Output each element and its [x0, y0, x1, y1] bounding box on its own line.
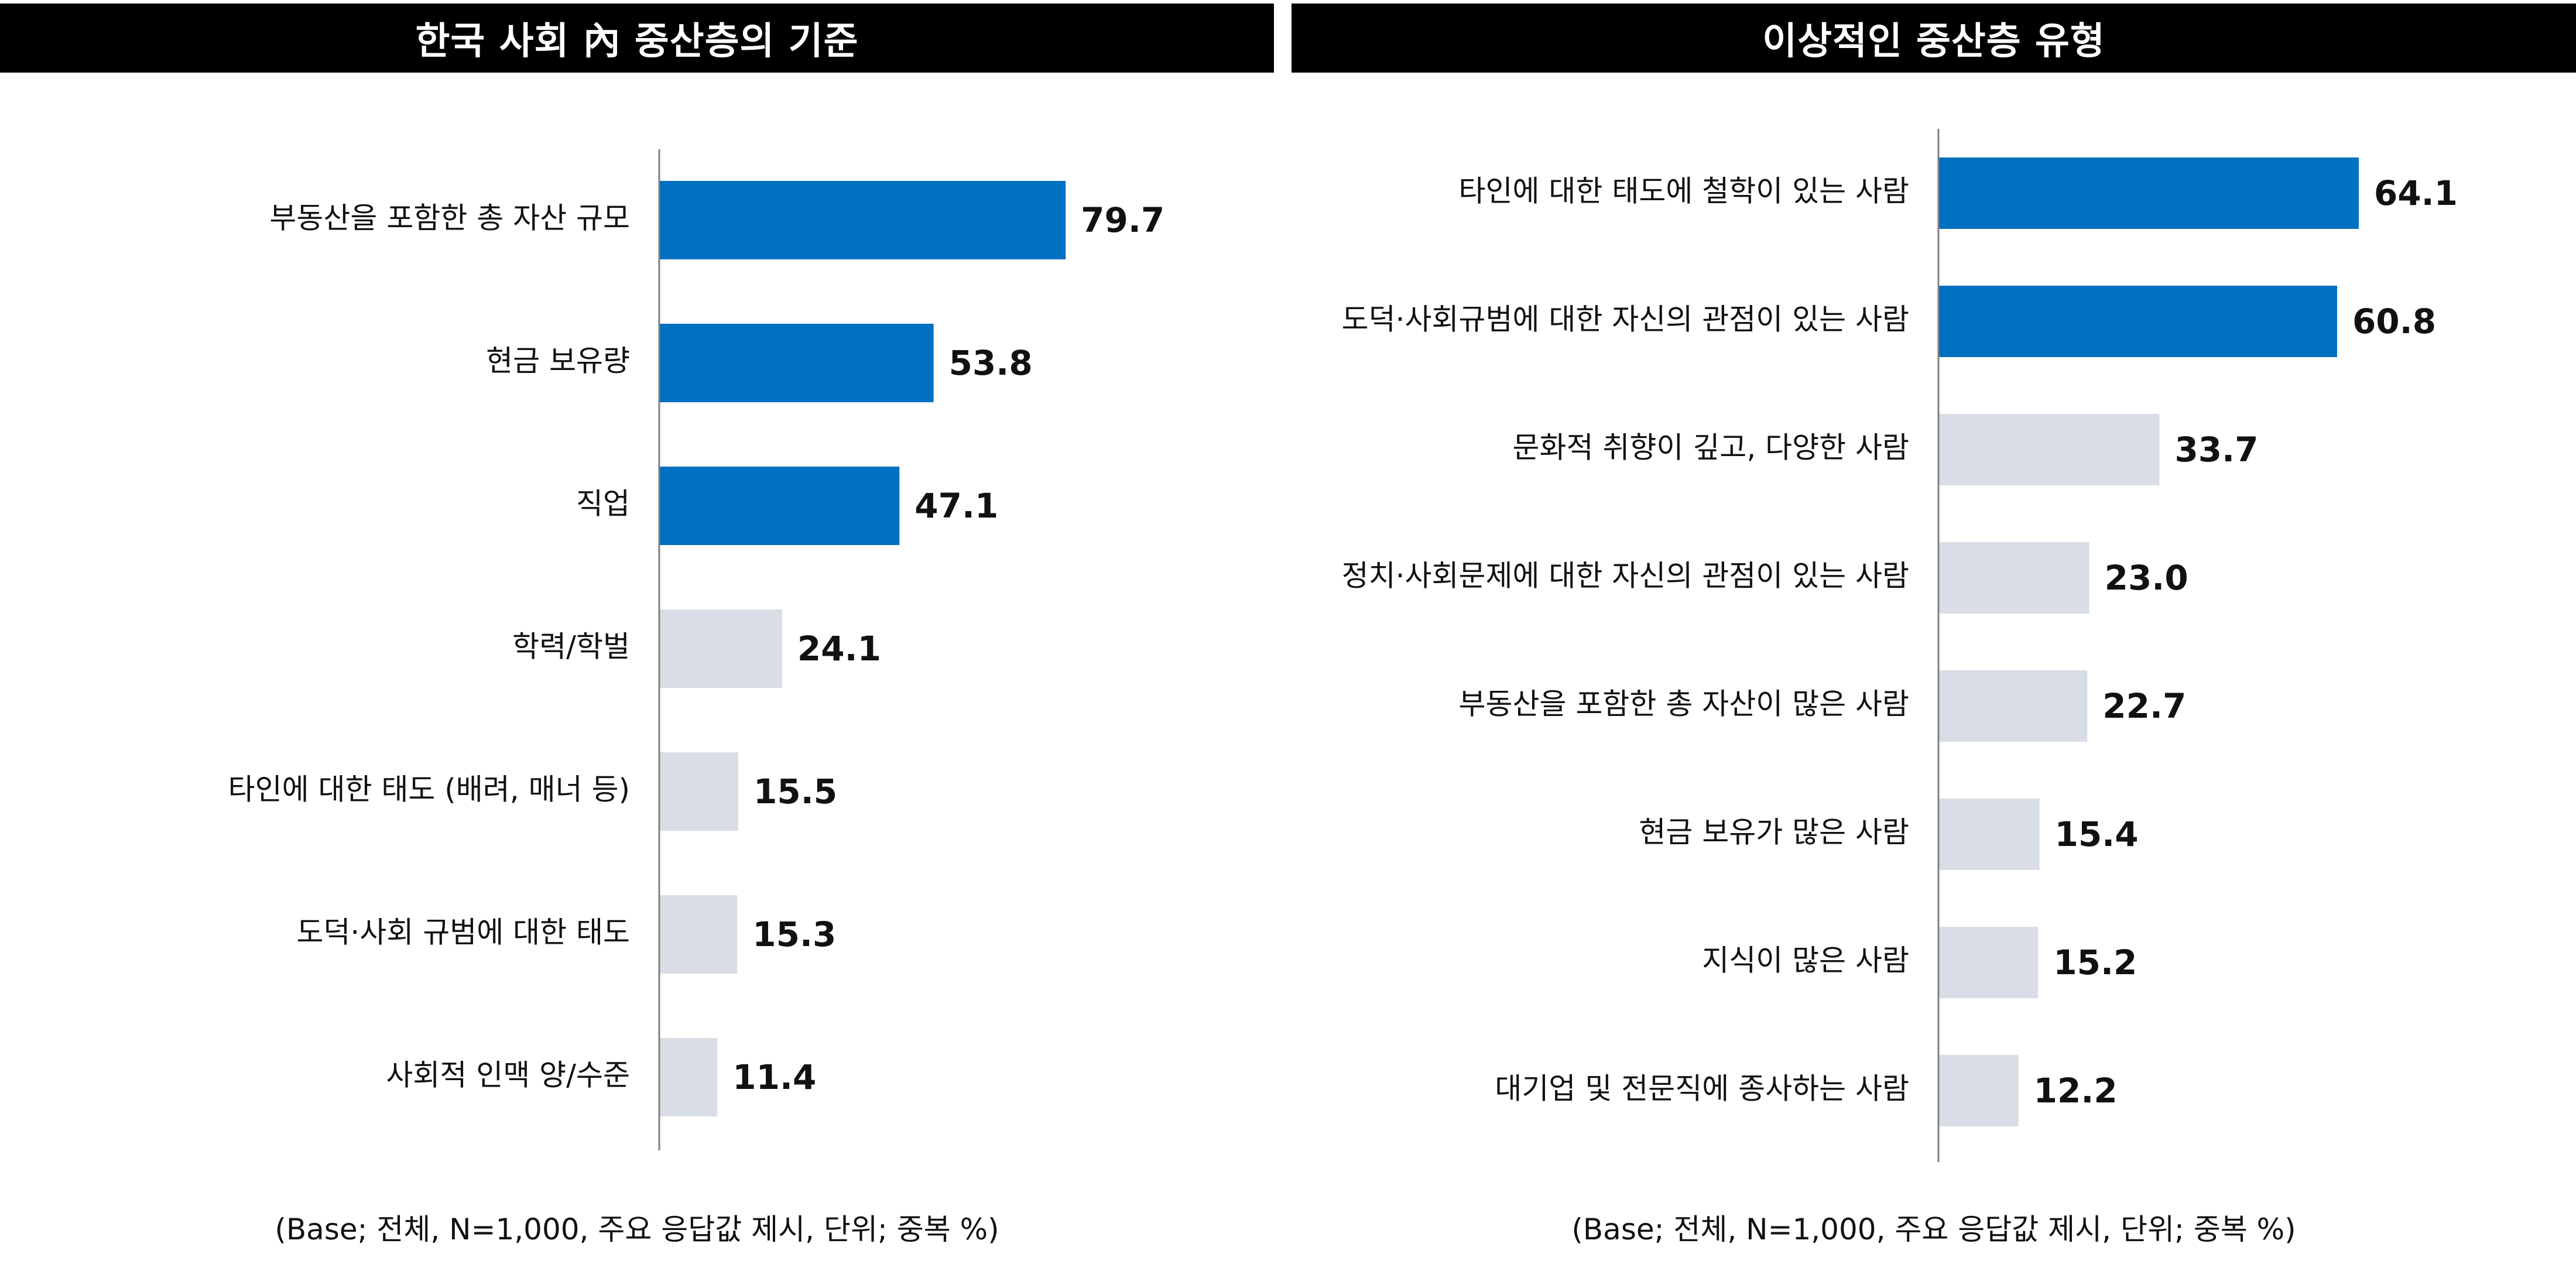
right-bar — [1938, 542, 2089, 614]
left-bar — [659, 324, 934, 402]
left-bar — [659, 895, 738, 974]
left-bar — [659, 1038, 718, 1116]
left-category-label: 부동산을 포함한 총 자산 규모 — [269, 201, 630, 235]
left-value-label: 47.1 — [914, 486, 998, 526]
right-panel-header: 이상적인 중산층 유형 — [1292, 4, 2576, 73]
left-panel: 한국 사회 內 중산층의 기준 부동산을 포함한 총 자산 규모 79.7 현금 보… — [0, 0, 1274, 1271]
right-category-label: 정치·사회문제에 대한 자신의 관점이 있는 사람 — [1342, 559, 1909, 593]
left-value-label: 11.4 — [732, 1057, 816, 1097]
left-category-label: 직업 — [576, 487, 630, 521]
left-category-label: 사회적 인맥 양/수준 — [386, 1058, 630, 1092]
right-footnote: (Base; 전체, N=1,000, 주요 응답값 제시, 단위; 중복 %) — [1571, 1212, 2296, 1246]
left-category-label: 학력/학벌 — [512, 630, 630, 664]
right-category-label: 문화적 취향이 깊고, 다양한 사람 — [1513, 431, 1909, 465]
left-bar — [659, 609, 782, 688]
right-value-label: 15.4 — [2054, 814, 2138, 854]
left-bar-chart: 부동산을 포함한 총 자산 규모 79.7 현금 보유량 53.8 직업 47.1 학력/학… — [228, 149, 1164, 1150]
right-value-label: 33.7 — [2174, 430, 2258, 470]
right-value-label: 22.7 — [2102, 686, 2186, 726]
right-bar — [1938, 799, 2040, 870]
right-panel: 이상적인 중산층 유형 타인에 대한 태도에 철학이 있는 사람 64.1 도덕·사… — [1292, 0, 2576, 1271]
right-bar — [1938, 286, 2337, 357]
left-value-label: 24.1 — [797, 629, 881, 669]
right-chart-title: 이상적인 중산층 유형 — [1762, 20, 2105, 63]
left-chart-title: 한국 사회 內 중산층의 기준 — [415, 20, 859, 63]
right-value-label: 15.2 — [2053, 943, 2137, 982]
right-bar — [1938, 670, 2088, 742]
left-value-label: 53.8 — [949, 343, 1033, 383]
right-bar — [1938, 157, 2359, 229]
right-bar-chart: 타인에 대한 태도에 철학이 있는 사람 64.1 도덕·사회규범에 대한 자신의 … — [1342, 129, 2458, 1162]
right-category-label: 타인에 대한 태도에 철학이 있는 사람 — [1459, 174, 1909, 208]
left-bar — [659, 181, 1066, 259]
right-value-label: 12.2 — [2034, 1071, 2118, 1111]
right-bar — [1938, 927, 2039, 998]
right-value-label: 23.0 — [2105, 558, 2188, 598]
right-bar — [1938, 1055, 2019, 1126]
right-category-label: 도덕·사회규범에 대한 자신의 관점이 있는 사람 — [1342, 303, 1909, 337]
right-category-label: 현금 보유가 많은 사람 — [1639, 816, 1909, 849]
left-value-label: 15.3 — [752, 914, 836, 954]
left-category-label: 도덕·사회 규범에 대한 태도 — [296, 916, 630, 950]
left-bar — [659, 467, 900, 545]
right-category-label: 지식이 많은 사람 — [1702, 944, 1909, 978]
left-value-label: 79.7 — [1081, 200, 1164, 240]
right-category-label: 부동산을 포함한 총 자산이 많은 사람 — [1459, 687, 1909, 721]
left-footnote: (Base; 전체, N=1,000, 주요 응답값 제시, 단위; 중복 %) — [275, 1212, 999, 1246]
right-value-label: 64.1 — [2374, 173, 2458, 213]
right-value-label: 60.8 — [2352, 302, 2436, 341]
left-panel-header: 한국 사회 內 중산층의 기준 — [0, 4, 1274, 73]
left-value-label: 15.5 — [753, 772, 837, 811]
right-category-label: 대기업 및 전문직에 종사하는 사람 — [1495, 1072, 1909, 1106]
right-bar — [1938, 414, 2160, 485]
left-category-label: 현금 보유량 — [486, 344, 630, 378]
left-bar — [659, 752, 739, 831]
left-category-label: 타인에 대한 태도 (배려, 매너 등) — [228, 773, 630, 807]
